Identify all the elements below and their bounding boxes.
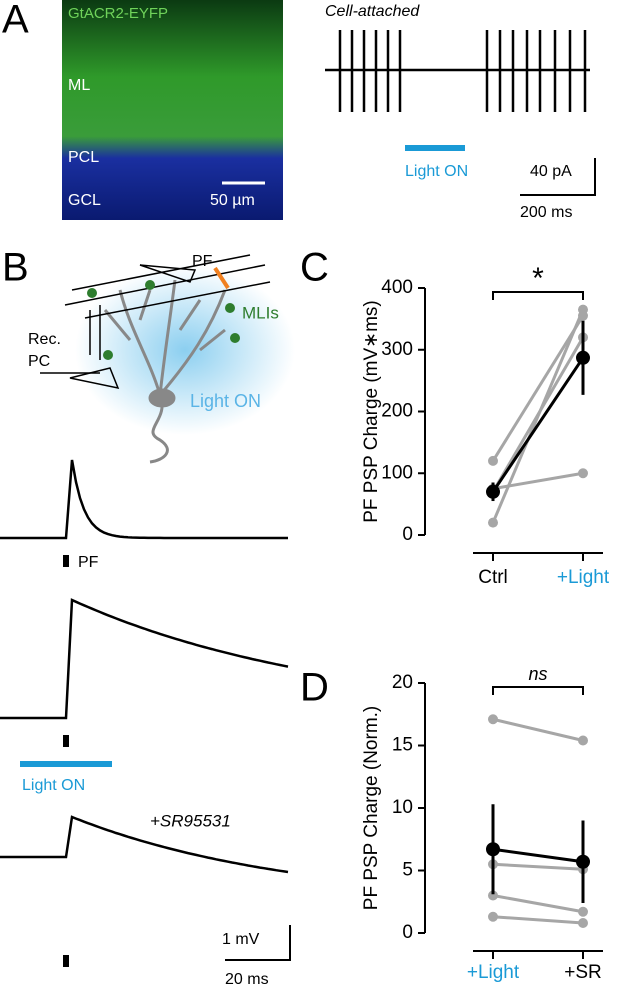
rec-label: Rec. [28, 331, 61, 348]
micrograph [62, 0, 283, 220]
panel-label: B [2, 246, 29, 290]
scale-label: 1 mV [222, 931, 260, 948]
panel-label: D [300, 666, 329, 710]
y-tick-label: 0 [402, 922, 413, 943]
mli-label: MLIs [242, 303, 279, 322]
mli [87, 280, 240, 360]
purkinje-cell [103, 279, 227, 464]
x-tick-label: Ctrl [478, 567, 508, 588]
light-label: Light ON [405, 163, 468, 180]
psp-trace [0, 815, 289, 874]
mean-point [576, 350, 590, 365]
point [578, 468, 588, 479]
stim-marker [63, 735, 69, 747]
mean-point [576, 854, 590, 869]
drug-label: +SR95531 [150, 811, 231, 830]
mean-point [486, 484, 500, 499]
y-tick-label: 10 [392, 797, 413, 818]
scale-label: 40 pA [530, 163, 572, 180]
series-line [492, 894, 584, 914]
fibers [40, 254, 271, 390]
layer-label: GCL [68, 192, 101, 209]
scale-label: 20 ms [225, 971, 269, 988]
stim-marker [63, 555, 69, 567]
stimulus [213, 266, 230, 290]
y-tick-label: 15 [392, 735, 413, 756]
significance-label: * [532, 262, 544, 295]
panel-label: A [2, 0, 29, 42]
x-tick-label: +SR [564, 962, 602, 983]
y-tick-label: 300 [381, 339, 413, 360]
point [578, 304, 588, 315]
point [488, 714, 498, 725]
layer-label: ML [68, 77, 90, 94]
series-line [492, 471, 584, 491]
pf-label: PF [192, 253, 213, 270]
psp-trace [0, 598, 289, 720]
significance-bracket [492, 686, 584, 695]
series-line [491, 314, 585, 462]
series-line [491, 336, 585, 493]
series-line [492, 862, 584, 871]
y-tick-label: 5 [402, 860, 413, 881]
panel-label: C [300, 246, 329, 290]
y-tick-label: 200 [381, 401, 413, 422]
stim-marker [63, 955, 69, 967]
y-axis-label: PF PSP Charge (mV∗ms) [361, 300, 382, 523]
point [578, 735, 588, 746]
light-label: Light ON [190, 391, 261, 411]
significance-label: ns [528, 664, 547, 684]
y-tick-label: 20 [392, 672, 413, 693]
point [488, 890, 498, 901]
scale-bar [225, 925, 291, 961]
pf-label: PF [78, 554, 99, 571]
light-glow [75, 265, 295, 435]
image-title: GtACR2-EYFP [68, 5, 168, 22]
series-line [492, 915, 584, 925]
point [488, 911, 498, 922]
y-axis-label: PF PSP Charge (Norm.) [361, 706, 382, 910]
point [488, 455, 498, 466]
point [488, 517, 498, 528]
layer-label: PCL [68, 149, 99, 166]
trace-title: Cell-attached [325, 3, 420, 20]
x-tick-label: +Light [467, 962, 520, 983]
scale-label: 50 µm [210, 192, 255, 209]
scale-label: 200 ms [520, 204, 572, 221]
psp-trace [0, 459, 288, 540]
series-line [492, 847, 584, 864]
series-line [492, 717, 584, 742]
y-tick-label: 400 [381, 277, 413, 298]
point [578, 906, 588, 917]
series-line [491, 356, 585, 493]
light-label: Light ON [22, 777, 85, 794]
spike-trace [325, 30, 590, 112]
rec-label: PC [28, 353, 50, 370]
y-tick-label: 0 [402, 524, 413, 545]
scale-bar [520, 158, 596, 196]
y-tick-label: 100 [381, 462, 413, 483]
point [578, 918, 588, 928]
significance-bracket [492, 291, 584, 300]
x-tick-label: +Light [557, 567, 610, 588]
mean-point [486, 842, 500, 857]
